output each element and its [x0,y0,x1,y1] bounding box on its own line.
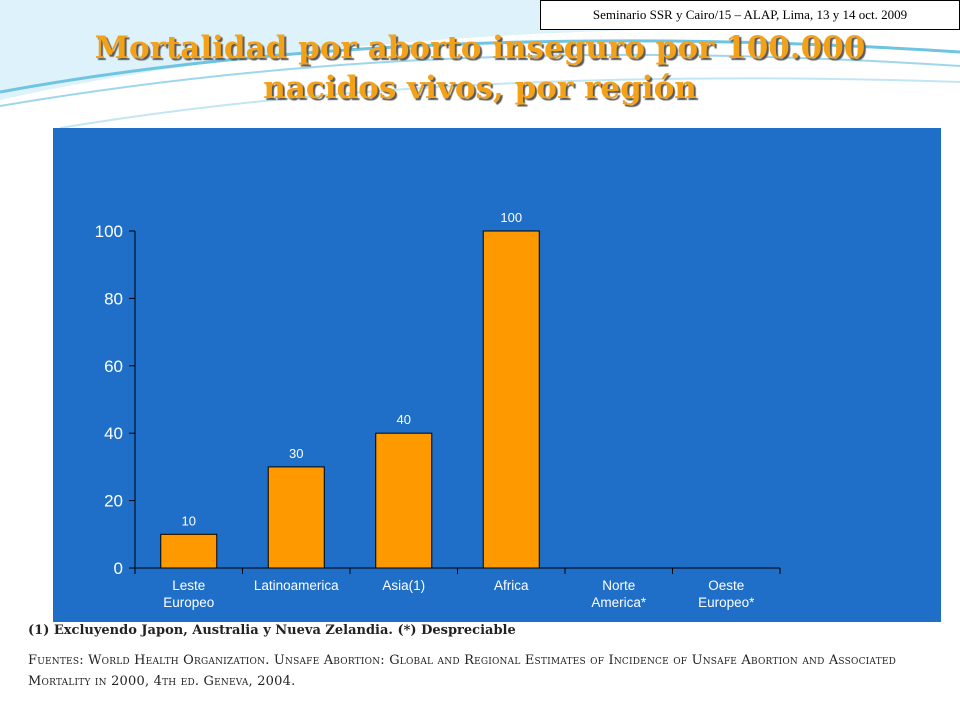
slide-title: Mortalidad por aborto inseguro por 100.0… [60,28,900,108]
bar [267,466,325,569]
bar-chart: 0 20 40 60 80 100 10 Leste Europeo 30 Latinoameric… [95,210,781,610]
data-label: 10 [182,513,196,528]
x-category-label: Norte [602,578,635,593]
seminar-header-note: Seminario SSR y Cairo/15 – ALAP, Lima, 1… [540,0,960,30]
x-category-label: America* [591,595,647,610]
y-tick-label: 20 [104,492,123,511]
data-label: 100 [500,210,522,225]
bar [160,533,218,569]
x-category-label: Oeste [708,578,744,593]
y-tick-label: 100 [95,222,123,241]
y-tick-label: 60 [104,357,123,376]
x-category-label: Asia(1) [382,578,425,593]
slide-title-line-2: nacidos vivos, por región [263,70,697,106]
footnote: (1) Excluyendo Japon, Australia y Nueva … [28,623,516,638]
y-tick-label: 80 [104,289,123,308]
x-category-label: Europeo [163,595,214,610]
x-category-label: Africa [494,578,529,593]
x-category-label: Europeo* [698,595,755,610]
x-category-label: Leste [172,578,205,593]
bar [375,432,433,569]
slide-title-line-1: Mortalidad por aborto inseguro por 100.0… [94,30,866,66]
data-label: 30 [289,446,303,461]
x-category-label: Latinoamerica [254,578,339,593]
source-citation: Fuentes: World Health Organization. Unsa… [28,653,897,689]
chart-panel: 0 20 40 60 80 100 10 Leste Europeo 30 Latinoameric… [53,128,941,622]
bar [482,230,540,569]
data-label: 40 [397,412,411,427]
y-tick-label: 40 [104,424,123,443]
y-tick-label: 0 [114,559,123,578]
